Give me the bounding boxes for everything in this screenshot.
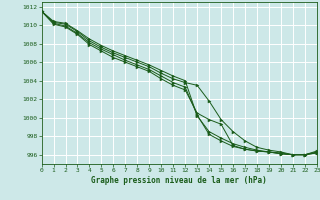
X-axis label: Graphe pression niveau de la mer (hPa): Graphe pression niveau de la mer (hPa)	[91, 176, 267, 185]
